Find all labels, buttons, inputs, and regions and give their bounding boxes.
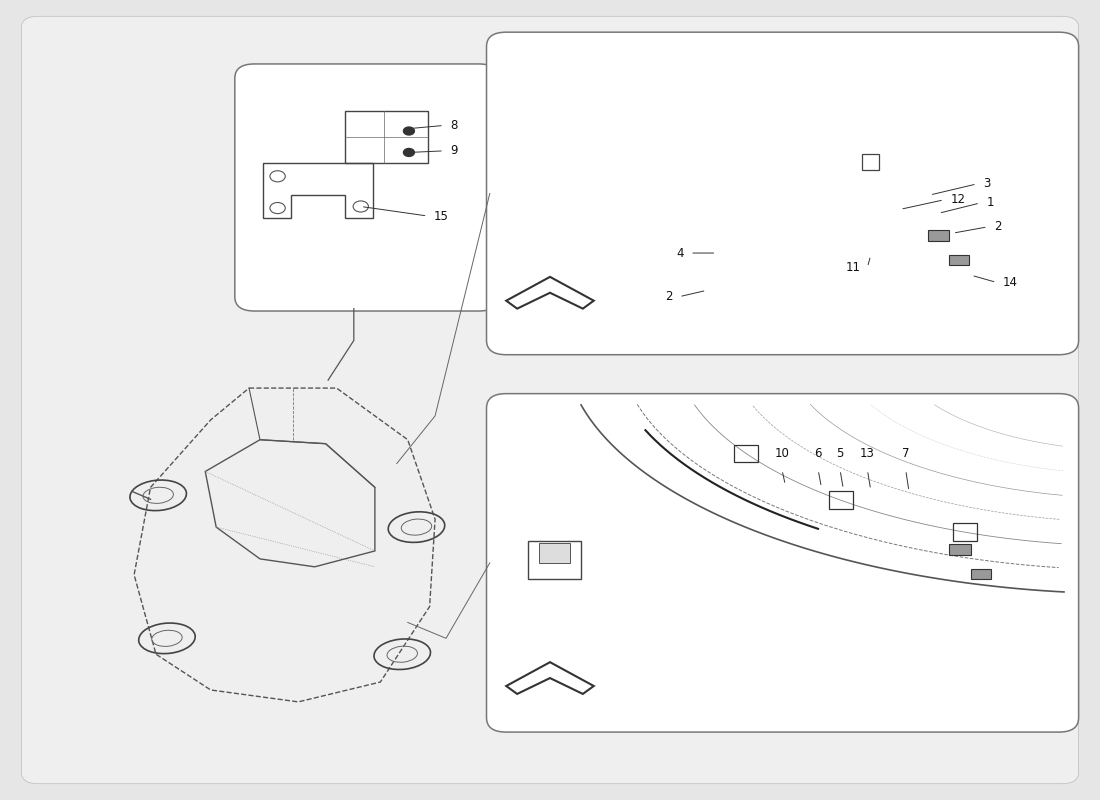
FancyBboxPatch shape	[486, 32, 1079, 354]
Bar	[927, 230, 949, 241]
Text: 10: 10	[774, 446, 790, 459]
Bar	[528, 541, 581, 578]
Bar	[345, 111, 428, 162]
Polygon shape	[506, 277, 594, 309]
Text: 2: 2	[666, 290, 672, 303]
Bar	[828, 491, 852, 509]
Text: 8: 8	[451, 119, 458, 132]
Bar	[949, 544, 971, 555]
Text: 15: 15	[434, 210, 449, 222]
Text: 14: 14	[1003, 276, 1019, 289]
Bar	[949, 255, 969, 265]
Circle shape	[404, 149, 415, 157]
Text: 1: 1	[987, 197, 994, 210]
Text: 4: 4	[676, 246, 683, 259]
FancyBboxPatch shape	[234, 64, 498, 311]
Text: 3: 3	[983, 178, 991, 190]
Text: 6: 6	[814, 446, 822, 459]
Polygon shape	[506, 662, 594, 694]
FancyBboxPatch shape	[486, 394, 1079, 732]
Text: 12: 12	[950, 194, 966, 206]
Bar	[971, 570, 991, 578]
Circle shape	[404, 127, 415, 135]
FancyBboxPatch shape	[21, 16, 1079, 784]
Text: 7: 7	[902, 446, 910, 459]
Bar	[539, 543, 570, 563]
Text: 11: 11	[846, 261, 861, 274]
Text: 2: 2	[994, 220, 1002, 234]
Bar	[862, 154, 879, 170]
Text: 9: 9	[451, 144, 458, 158]
Text: 13: 13	[860, 446, 875, 459]
Bar	[953, 523, 977, 541]
Text: 5: 5	[836, 446, 844, 459]
Bar	[734, 445, 758, 462]
